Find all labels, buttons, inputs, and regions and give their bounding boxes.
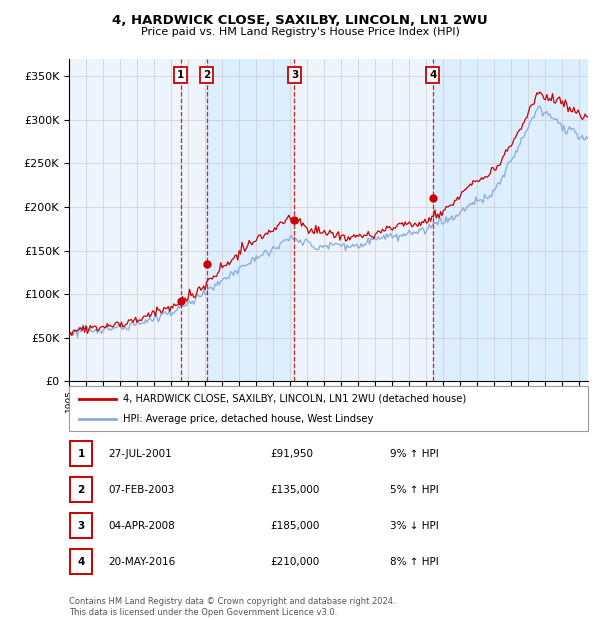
Text: 3: 3 [291,70,298,80]
Text: 4, HARDWICK CLOSE, SAXILBY, LINCOLN, LN1 2WU: 4, HARDWICK CLOSE, SAXILBY, LINCOLN, LN1… [112,14,488,27]
Text: 3: 3 [77,521,85,531]
Text: £185,000: £185,000 [270,521,319,531]
Text: 5% ↑ HPI: 5% ↑ HPI [390,485,439,495]
FancyBboxPatch shape [70,441,92,466]
Bar [206,59,295,381]
Text: Price paid vs. HM Land Registry's House Price Index (HPI): Price paid vs. HM Land Registry's House … [140,27,460,37]
Text: 04-APR-2008: 04-APR-2008 [108,521,175,531]
Text: 3% ↓ HPI: 3% ↓ HPI [390,521,439,531]
Text: 8% ↑ HPI: 8% ↑ HPI [390,557,439,567]
FancyBboxPatch shape [70,477,92,502]
Text: £210,000: £210,000 [270,557,319,567]
Text: 20-MAY-2016: 20-MAY-2016 [108,557,175,567]
Text: 4: 4 [77,557,85,567]
Text: 4, HARDWICK CLOSE, SAXILBY, LINCOLN, LN1 2WU (detached house): 4, HARDWICK CLOSE, SAXILBY, LINCOLN, LN1… [124,394,467,404]
Text: 2: 2 [77,485,85,495]
Text: 1: 1 [177,70,184,80]
FancyBboxPatch shape [70,549,92,574]
Text: 07-FEB-2003: 07-FEB-2003 [108,485,175,495]
Text: 2: 2 [203,70,210,80]
Text: 1: 1 [77,449,85,459]
Text: £135,000: £135,000 [270,485,319,495]
Text: 27-JUL-2001: 27-JUL-2001 [108,449,172,459]
FancyBboxPatch shape [69,386,588,431]
Text: 4: 4 [429,70,436,80]
FancyBboxPatch shape [70,513,92,538]
Text: £91,950: £91,950 [270,449,313,459]
Text: HPI: Average price, detached house, West Lindsey: HPI: Average price, detached house, West… [124,414,374,424]
Text: 9% ↑ HPI: 9% ↑ HPI [390,449,439,459]
Text: Contains HM Land Registry data © Crown copyright and database right 2024.
This d: Contains HM Land Registry data © Crown c… [69,598,395,617]
Bar [433,59,588,381]
